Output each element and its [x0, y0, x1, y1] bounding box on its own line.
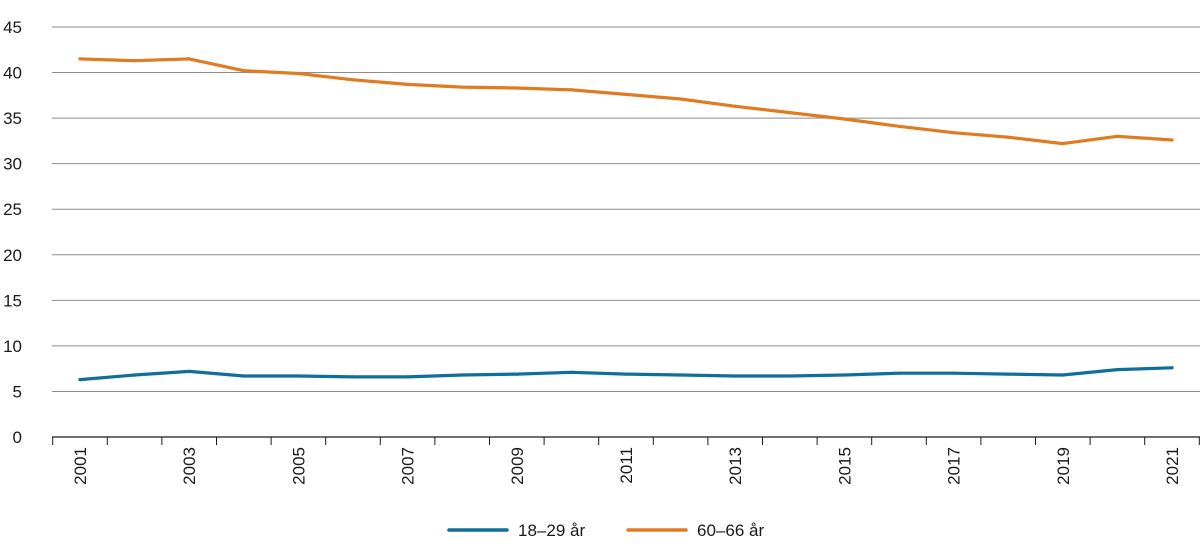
- data-point: [187, 369, 191, 373]
- data-point: [679, 373, 683, 377]
- y-tick-label: 5: [13, 382, 22, 401]
- data-point: [296, 374, 300, 378]
- x-tick-label: 2011: [617, 447, 636, 484]
- data-point: [624, 372, 628, 376]
- data-point: [515, 86, 519, 90]
- y-tick-label: 0: [13, 428, 22, 447]
- data-point: [460, 373, 464, 377]
- data-point: [296, 71, 300, 76]
- data-point: [842, 117, 847, 121]
- data-point: [406, 82, 410, 86]
- x-tick-label: 2001: [71, 447, 90, 485]
- y-tick-label: 35: [3, 109, 22, 128]
- data-point: [1061, 373, 1065, 377]
- data-point: [624, 92, 628, 97]
- x-tick-label: 2009: [508, 447, 527, 485]
- data-point: [1115, 134, 1119, 138]
- data-point: [733, 104, 737, 108]
- data-point: [788, 374, 792, 378]
- data-point: [515, 372, 519, 376]
- data-point: [569, 370, 574, 374]
- legend-label: 60–66 år: [697, 521, 764, 540]
- data-point: [406, 375, 410, 379]
- data-point: [78, 57, 82, 61]
- x-tick-label: 2021: [1163, 447, 1182, 485]
- y-tick-label: 45: [3, 18, 22, 37]
- data-point: [679, 97, 683, 101]
- data-point: [351, 375, 355, 379]
- series-lines: [78, 57, 1174, 382]
- legend: 18–29 år 60–66 år: [447, 521, 764, 540]
- x-tick-label: 2013: [726, 447, 745, 485]
- data-point: [897, 124, 901, 128]
- y-tick-label: 30: [3, 155, 22, 174]
- y-tick-label: 40: [3, 64, 22, 83]
- x-tick-label: 2017: [945, 447, 964, 485]
- data-point: [460, 85, 464, 89]
- data-point: [1170, 138, 1174, 142]
- data-point: [733, 374, 737, 378]
- x-tick-label: 2003: [180, 447, 199, 485]
- y-tick-label: 20: [3, 246, 22, 265]
- data-point: [242, 69, 246, 73]
- data-point: [133, 59, 137, 63]
- gridlines: [52, 26, 1200, 392]
- legend-label: 18–29 år: [518, 521, 585, 540]
- x-tick-label: 2007: [399, 447, 418, 485]
- y-axis: 0 5 10 15 20 25 30 35 40 45: [3, 18, 22, 447]
- data-point: [788, 111, 792, 115]
- data-point: [1006, 372, 1010, 376]
- data-point: [78, 378, 82, 382]
- x-axis: 2001 2003 2005 2007 2009 2011 2013 2015 2017 2019…: [52, 436, 1200, 485]
- y-tick-label: 10: [3, 337, 22, 356]
- data-point: [133, 373, 137, 377]
- data-point: [242, 374, 246, 378]
- x-tick-label: 2005: [289, 447, 308, 485]
- data-point: [842, 373, 847, 377]
- data-point: [952, 371, 956, 375]
- y-tick-label: 25: [3, 200, 22, 219]
- data-point: [569, 88, 574, 92]
- y-tick-label: 15: [3, 291, 22, 310]
- data-point: [1115, 367, 1119, 372]
- data-point: [952, 131, 956, 135]
- data-point: [897, 371, 901, 375]
- x-tick-label: 2019: [1054, 447, 1073, 485]
- data-point: [351, 78, 355, 82]
- x-tick-label: 2015: [835, 447, 854, 485]
- data-point: [187, 57, 191, 61]
- data-point: [1006, 135, 1010, 139]
- data-point: [1061, 142, 1065, 146]
- data-point: [1170, 366, 1174, 370]
